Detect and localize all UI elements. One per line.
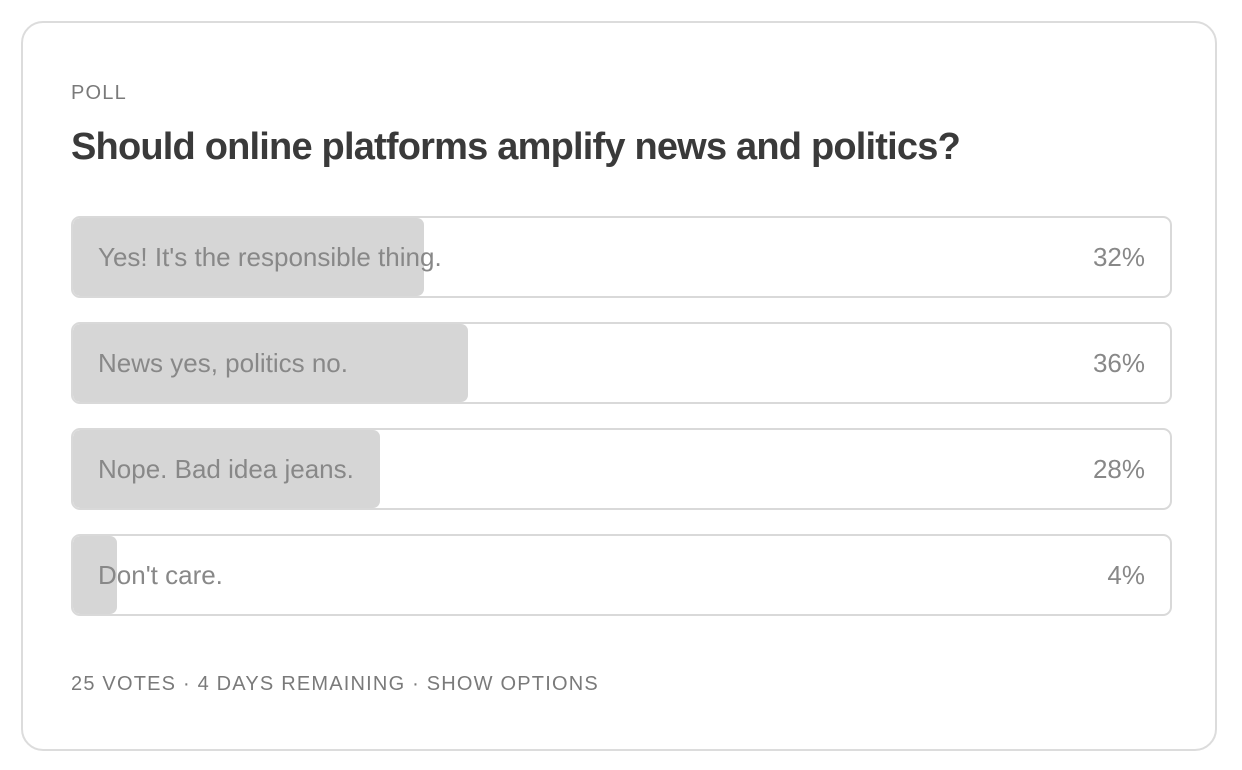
poll-option-2-percent: 36% [1092,348,1145,378]
poll-option-4[interactable]: Don't care. 4% [71,534,1172,616]
poll-footer: 25 VOTES · 4 DAYS REMAINING · SHOW OPTIO… [71,672,599,696]
vote-count: 25 VOTES [71,673,177,695]
show-options-link[interactable]: SHOW OPTIONS [426,673,599,695]
poll-option-3-label: Nope. Bad idea jeans. [98,454,354,484]
poll-option-4-bar [73,536,117,614]
poll-card: POLL Should online platforms amplify new… [21,21,1217,751]
poll-option-1-label: Yes! It's the responsible thing. [98,242,442,272]
poll-option-1[interactable]: Yes! It's the responsible thing. 32% [71,216,1172,298]
poll-option-4-label: Don't care. [98,560,223,590]
poll-option-2[interactable]: News yes, politics no. 36% [71,322,1172,404]
poll-options: Yes! It's the responsible thing. 32% New… [71,216,1172,640]
time-remaining: 4 DAYS REMAINING [197,673,406,695]
poll-option-1-bar [73,218,425,296]
footer-separator-1: · [176,673,198,695]
poll-option-4-percent: 4% [1107,560,1145,590]
poll-option-2-label: News yes, politics no. [98,348,348,378]
poll-option-3[interactable]: Nope. Bad idea jeans. 28% [71,428,1172,510]
poll-option-2-bar [73,324,468,402]
poll-question: Should online platforms amplify news and… [71,126,961,168]
poll-option-1-percent: 32% [1092,242,1145,272]
poll-kicker: POLL [71,82,127,104]
footer-separator-2: · [405,673,427,695]
poll-option-3-bar [73,430,381,508]
poll-option-3-percent: 28% [1092,454,1145,484]
